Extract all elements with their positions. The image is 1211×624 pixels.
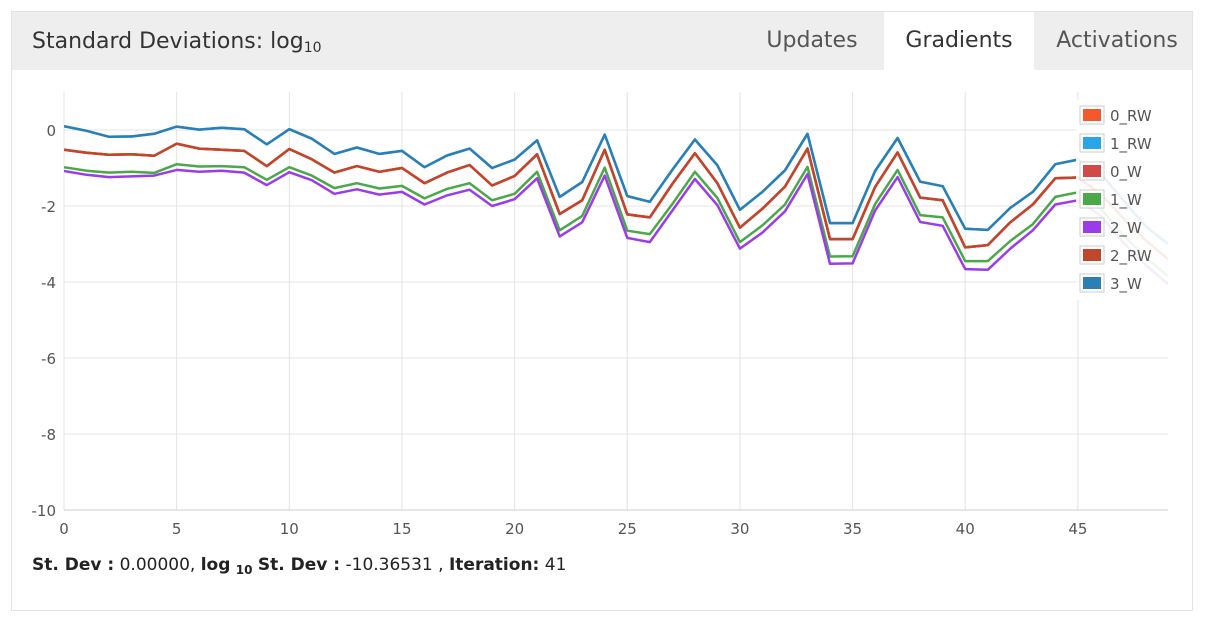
legend-label: 2_RW: [1110, 247, 1152, 266]
tab-updates[interactable]: Updates: [766, 28, 858, 53]
legend-swatch: [1083, 165, 1101, 177]
series-lines: [64, 124, 1168, 285]
line-chart: 0 5 10 15 20 25 30 35 40 450-2-4-6-8-10 0_RW1_RW0…: [32, 92, 1168, 538]
axes: 0 5 10 15 20 25 30 35 40 45 0 -2 -4 -6 -8 -10: [32, 122, 1168, 538]
x-tick-label: 40: [956, 520, 975, 538]
y-tick-label: -8: [41, 426, 56, 444]
legend-label: 3_W: [1110, 275, 1142, 294]
x-tick-label: 45: [1068, 520, 1087, 538]
log-stdev-label-pre: log: [200, 555, 231, 575]
y-tick-label: -6: [41, 350, 56, 368]
y-tick-label: -4: [41, 274, 56, 292]
legend-swatch: [1083, 193, 1101, 205]
log-stdev-label-post: St. Dev :: [257, 555, 341, 575]
x-tick-label: 20: [505, 520, 524, 538]
legend-label: 1_RW: [1110, 135, 1152, 154]
stdev-label: St. Dev :: [32, 555, 115, 575]
x-tick-label: 0: [59, 520, 69, 538]
x-tick-label: 15: [392, 520, 411, 538]
panel-title-text: Standard Deviations: log: [32, 29, 304, 54]
y-tick-label: -2: [41, 198, 56, 216]
series-line-1_W: [64, 162, 1168, 278]
legend-label: 0_RW: [1110, 107, 1152, 126]
grid-lines: [63, 92, 1168, 511]
legend: 0_RW 1_RW 0_W 1_W 2_W 2_RW 3_W: [1076, 100, 1168, 300]
legend-swatch: [1083, 109, 1101, 121]
series-line-2_W: [64, 168, 1168, 285]
chart-panel: Standard Deviations: log10 Updates Gradi…: [12, 12, 1192, 610]
x-tick-label: 35: [843, 520, 862, 538]
log-stdev-value: -10.36531 ,: [345, 555, 444, 575]
x-tick-label: 30: [730, 520, 749, 538]
legend-swatch: [1083, 137, 1101, 149]
panel-title: Standard Deviations: log10: [32, 29, 322, 56]
tab-gradients[interactable]: Gradients: [884, 12, 1034, 70]
legend-label: 1_W: [1110, 191, 1142, 210]
panel-header: Standard Deviations: log10 Updates Gradi…: [12, 12, 1192, 70]
legend-label: 2_W: [1110, 219, 1142, 238]
stdev-value: 0.00000,: [119, 555, 196, 575]
y-tick-label: -10: [32, 502, 57, 520]
y-tick-label: 0: [46, 122, 56, 140]
series-line-3_W: [64, 124, 1168, 245]
legend-label: 0_W: [1110, 163, 1142, 182]
iteration-label: Iteration:: [448, 555, 540, 575]
legend-swatch: [1083, 249, 1101, 261]
tab-activations[interactable]: Activations: [1056, 28, 1178, 53]
x-tick-label: 25: [618, 520, 637, 538]
x-tick-label: 10: [280, 520, 299, 538]
x-tick-label: 5: [172, 520, 182, 538]
log-stdev-label-sub: 10: [235, 563, 253, 577]
legend-swatch: [1083, 221, 1101, 233]
panel-title-subscript: 10: [303, 40, 322, 56]
iteration-value: 41: [544, 555, 567, 575]
hover-readout: St. Dev : 0.00000, log 10 St. Dev : -10.…: [32, 555, 566, 577]
series-line-2_RW: [64, 142, 1168, 261]
legend-swatch: [1083, 277, 1101, 289]
